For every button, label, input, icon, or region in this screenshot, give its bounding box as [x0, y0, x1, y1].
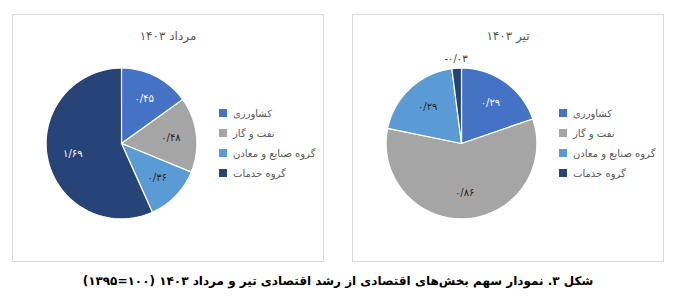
- svg-text:۰/۲۹: ۰/۲۹: [481, 97, 500, 108]
- html-text:گروه خدمات: گروه خدمات: [233, 167, 286, 179]
- html-text:گروه صنایع و معادن: گروه صنایع و معادن: [233, 147, 316, 159]
- svg-text:۰/۴۸: ۰/۴۸: [161, 132, 181, 143]
- html-text:گروه خدمات: گروه خدمات: [573, 167, 626, 179]
- html-text:مرداد ۱۴۰۳: مرداد ۱۴۰۳: [139, 29, 197, 43]
- svg-text:-۰/۰۳: -۰/۰۳: [444, 53, 468, 64]
- svg-text:۰/۳۶: ۰/۳۶: [147, 172, 166, 183]
- html-text:گروه صنایع و معادن: گروه صنایع و معادن: [573, 147, 656, 159]
- html-text:نفت و گاز: نفت و گاز: [573, 127, 615, 139]
- svg-text:۰/۴۵: ۰/۴۵: [134, 93, 153, 104]
- svg-text:۰/۸۶: ۰/۸۶: [455, 187, 474, 198]
- svg-text:۰/۲۹: ۰/۲۹: [418, 101, 437, 112]
- html-text:نفت و گاز: نفت و گاز: [233, 127, 275, 139]
- svg-text:۱/۶۹: ۱/۶۹: [63, 148, 82, 159]
- html-text:کشاورزی: کشاورزی: [233, 107, 272, 119]
- html-text:تیر ۱۴۰۳: تیر ۱۴۰۳: [486, 29, 530, 43]
- html-text:کشاورزی: کشاورزی: [573, 107, 612, 119]
- html-text:شکل ۳. نمودار سهم بخش‌های اقتص: شکل ۳. نمودار سهم بخش‌های اقتصادی از رشد…: [82, 274, 594, 288]
